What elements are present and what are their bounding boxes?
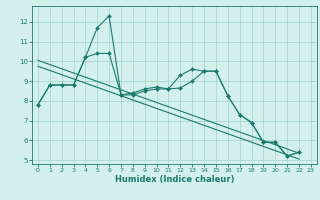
X-axis label: Humidex (Indice chaleur): Humidex (Indice chaleur) (115, 175, 234, 184)
